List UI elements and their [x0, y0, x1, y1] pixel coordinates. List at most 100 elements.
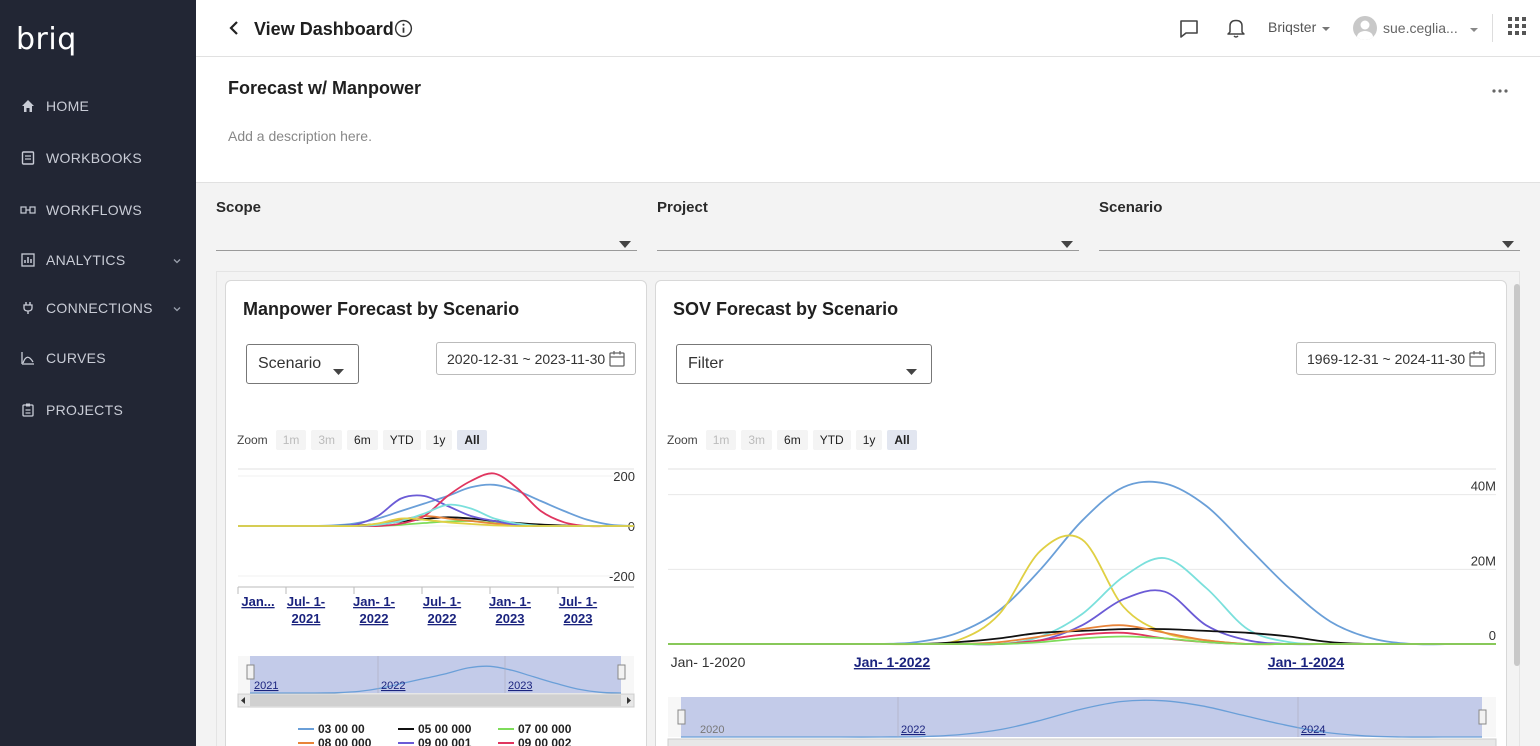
legend-item[interactable]: 03 00 00 [318, 722, 365, 736]
navigator-handle[interactable] [677, 709, 686, 725]
legend-item[interactable]: 09 00 001 [418, 736, 472, 746]
zoom-button-ytd[interactable]: YTD [812, 430, 851, 450]
sidebar-item-label: CONNECTIONS [46, 300, 153, 316]
series-line[interactable] [668, 627, 1496, 646]
series-line[interactable] [668, 589, 1496, 646]
chat-icon[interactable] [1178, 18, 1200, 45]
sidebar-item-projects[interactable]: PROJECTS [0, 394, 196, 426]
zoom-button-1m[interactable]: 1m [705, 430, 737, 450]
x-tick-label[interactable]: 2021 [292, 611, 321, 626]
zoom-button-1m[interactable]: 1m [275, 430, 307, 450]
navigator-handle[interactable] [1478, 709, 1487, 725]
navigator-label[interactable]: 2022 [381, 680, 405, 692]
x-tick-label[interactable]: Jul- 1- [287, 594, 325, 609]
sidebar-item-workbooks[interactable]: WORKBOOKS [0, 142, 196, 174]
zoom-button-1y[interactable]: 1y [425, 430, 453, 450]
briq-logo[interactable]: briq [16, 22, 77, 57]
series-line[interactable] [238, 517, 634, 528]
zoom-button-3m[interactable]: 3m [741, 430, 773, 450]
x-tick-label[interactable]: Jan- 1-2022 [854, 654, 930, 670]
sidebar-item-label: PROJECTS [46, 402, 124, 418]
x-tick-label[interactable]: 2022 [428, 611, 457, 626]
vertical-scrollbar[interactable] [1514, 284, 1520, 666]
x-tick-label[interactable]: Jan- 1-2024 [1268, 654, 1344, 670]
org-name: Briqster [1268, 19, 1317, 35]
bell-icon[interactable] [1226, 17, 1246, 44]
legend-item[interactable]: 09 00 002 [518, 736, 572, 746]
sidebar-item-label: CURVES [46, 350, 106, 366]
zoom-button-1y[interactable]: 1y [855, 430, 883, 450]
plug-icon [20, 300, 36, 316]
x-tick-label[interactable]: 2023 [496, 611, 525, 626]
workflow-icon [20, 202, 36, 218]
user-menu[interactable]: sue.ceglia... [1353, 16, 1478, 40]
filter-label: Scope [216, 199, 262, 216]
zoom-button-6m[interactable]: 6m [347, 430, 378, 450]
zoom-controls: Zoom 1m 3m 6m YTD 1y All [667, 430, 922, 450]
sidebar-item-curves[interactable]: CURVES [0, 342, 196, 374]
legend-item[interactable]: 05 00 000 [418, 722, 472, 736]
zoom-button-ytd[interactable]: YTD [382, 430, 421, 450]
calendar-icon [1469, 350, 1485, 370]
zoom-button-all[interactable]: All [457, 430, 487, 450]
sidebar-item-workflows[interactable]: WORKFLOWS [0, 194, 196, 226]
navigator-label[interactable]: 2022 [901, 724, 925, 736]
project-select[interactable] [657, 225, 1079, 251]
manpower-forecast-widget: Manpower Forecast by Scenario Scenario 2… [225, 280, 647, 746]
navigator-scrollbar-thumb[interactable] [250, 695, 621, 706]
scenario-dropdown[interactable]: Scenario [246, 344, 359, 384]
y-tick-label: -200 [609, 569, 635, 584]
x-tick-label[interactable]: Jan- 1- [489, 594, 531, 609]
legend-item[interactable]: 07 00 000 [518, 722, 572, 736]
scenario-select[interactable] [1099, 225, 1520, 251]
curve-icon [20, 350, 36, 366]
scope-select[interactable] [216, 225, 637, 251]
chevron-down-icon [172, 253, 182, 269]
zoom-button-all[interactable]: All [887, 430, 917, 450]
date-range-picker[interactable]: 1969-12-31 ~ 2024-11-30 [1296, 342, 1496, 375]
y-tick-label: 200 [613, 469, 635, 484]
date-range-picker[interactable]: 2020-12-31 ~ 2023-11-30 [436, 342, 636, 375]
apps-grid-icon[interactable] [1508, 17, 1526, 40]
scope-filter: Scope [216, 199, 637, 251]
caret-down-icon [333, 362, 344, 380]
scroll-left-arrow-icon[interactable] [241, 697, 245, 704]
x-tick-label[interactable]: Jan- 1- [353, 594, 395, 609]
dashboard-name[interactable]: Forecast w/ Manpower [228, 78, 422, 98]
x-tick-label[interactable]: 2023 [564, 611, 593, 626]
zoom-button-6m[interactable]: 6m [777, 430, 808, 450]
navigator-label[interactable]: 2021 [254, 680, 278, 692]
legend-item[interactable]: 08 00 000 [318, 736, 372, 746]
x-tick-label[interactable]: 2022 [360, 611, 389, 626]
scenario-filter: Scenario [1099, 199, 1520, 251]
filter-dropdown[interactable]: Filter [676, 344, 932, 384]
x-tick-label[interactable]: Jul- 1- [559, 594, 597, 609]
series-line[interactable] [668, 534, 1496, 646]
info-icon[interactable] [394, 19, 413, 43]
navigator-mask[interactable] [250, 656, 621, 693]
user-name: sue.ceglia... [1383, 20, 1458, 36]
navigator-label[interactable]: 2023 [508, 680, 532, 692]
x-tick-label[interactable]: Jan... [241, 594, 274, 609]
sidebar-item-home[interactable]: HOME [0, 90, 196, 122]
org-selector[interactable]: Briqster [1268, 19, 1331, 35]
back-arrow-icon[interactable] [226, 18, 242, 43]
header-divider [1492, 14, 1493, 42]
caret-down-icon [1469, 20, 1478, 36]
sidebar-item-connections[interactable]: CONNECTIONS [0, 292, 196, 324]
y-tick-label: 20M [1471, 553, 1496, 568]
scroll-right-arrow-icon[interactable] [627, 697, 631, 704]
series-line[interactable] [668, 480, 1496, 646]
chevron-down-icon [172, 301, 182, 317]
zoom-button-3m[interactable]: 3m [311, 430, 343, 450]
sidebar-item-analytics[interactable]: ANALYTICS [0, 244, 196, 276]
navigator-handle[interactable] [617, 664, 626, 680]
series-line[interactable] [668, 635, 1496, 646]
more-options-icon[interactable] [1492, 81, 1508, 99]
dashboard-description[interactable]: Add a description here. [228, 128, 372, 144]
navigator-scrollbar[interactable] [667, 738, 1497, 746]
navigator-label[interactable]: 2024 [1301, 724, 1325, 736]
x-tick-label[interactable]: Jul- 1- [423, 594, 461, 609]
navigator-mask[interactable] [681, 697, 1482, 737]
navigator-handle[interactable] [246, 664, 255, 680]
